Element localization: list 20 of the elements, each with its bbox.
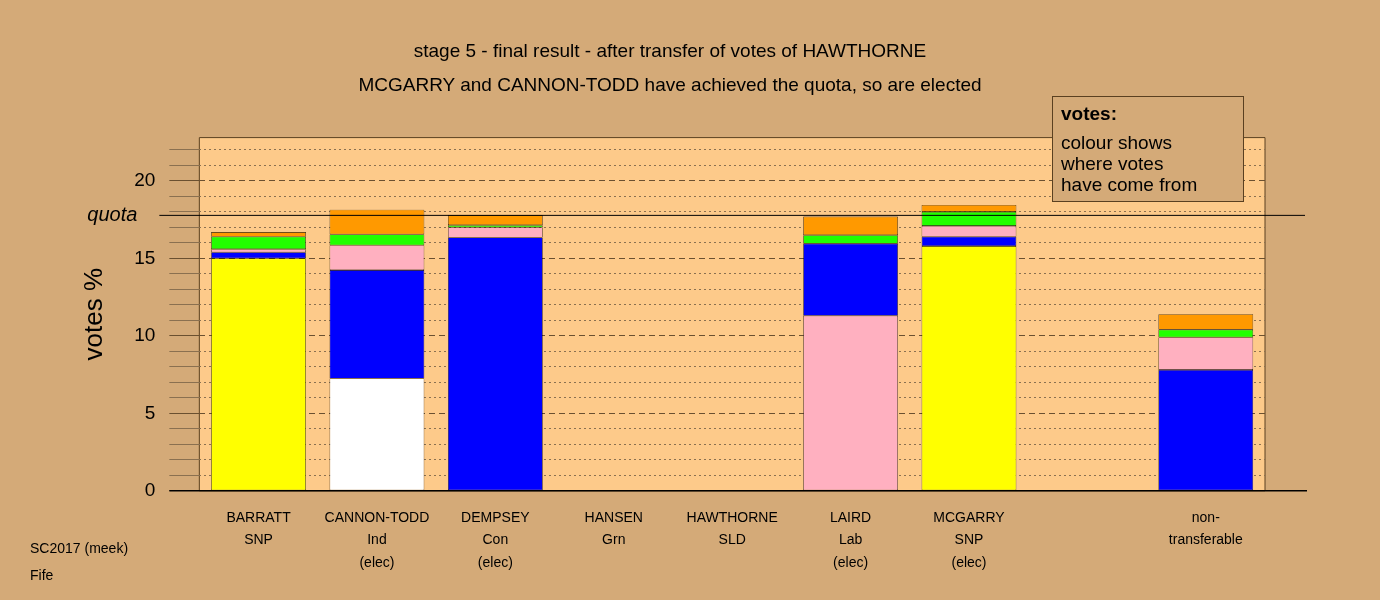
y-tick-label: 15 (134, 246, 156, 268)
text: SC2017 (meek) (30, 540, 129, 556)
x-tick-label: LAIRD Lab (elec) (829, 508, 872, 570)
y-tick-label: 5 (144, 401, 156, 423)
ref-line-label: quota (87, 202, 138, 225)
annotation: votes: colour shows where votes have come from (1061, 103, 1199, 195)
y-axis-title: votes % (77, 267, 108, 361)
x-tick-label: HAWTHORNE SLD (686, 508, 778, 548)
y-tick-label: 10 (134, 324, 156, 346)
x-tick-label: non- transferable (1168, 508, 1243, 548)
chart-subtitle: MCGARRY and CANNON-TODD have achieved the quota, so are elected (358, 74, 982, 96)
y-tick-label: 0 (144, 479, 156, 501)
x-tick-label: MCGARRY SNP (elec) (933, 508, 1006, 570)
x-tick-label: CANNON-TODD Ind (elec) (324, 508, 430, 570)
x-tick-label: DEMPSEY Con (elec) (461, 508, 531, 570)
y-tick-label: 20 (134, 169, 156, 191)
chart-title: stage 5 - final result - after transfer of votes of HAWTHORNE (413, 39, 927, 61)
x-tick-label: BARRATT SNP (226, 508, 292, 548)
text: Fife (30, 567, 54, 583)
x-tick-label: HANSEN Grn (584, 508, 643, 548)
